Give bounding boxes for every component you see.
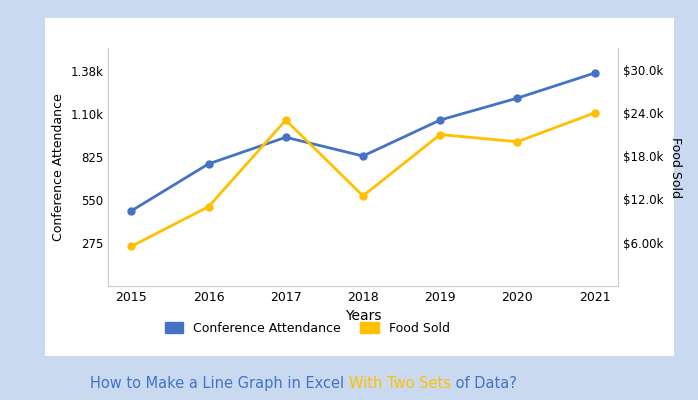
- Legend: Conference Attendance, Food Sold: Conference Attendance, Food Sold: [160, 317, 454, 340]
- Y-axis label: Conference Attendance: Conference Attendance: [52, 93, 65, 241]
- Text: of Data?: of Data?: [451, 376, 517, 391]
- Y-axis label: Food Sold: Food Sold: [669, 136, 682, 198]
- Text: How to Make a Line Graph in Excel: How to Make a Line Graph in Excel: [90, 376, 349, 391]
- Text: With Two Sets: With Two Sets: [349, 376, 451, 391]
- X-axis label: Years: Years: [345, 310, 381, 324]
